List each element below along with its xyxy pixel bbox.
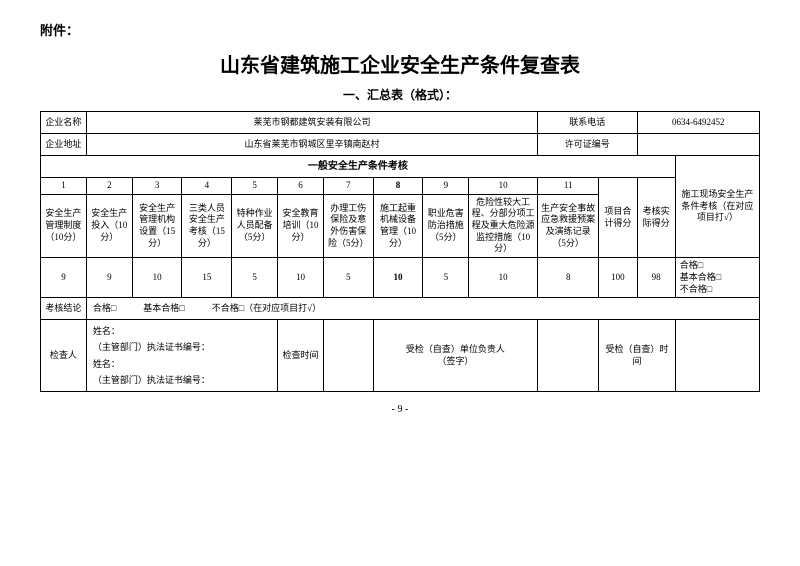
- check-time-value: [323, 320, 373, 392]
- score-4: 15: [182, 258, 232, 298]
- score-1: 9: [41, 258, 87, 298]
- col-11: 生产安全事故应急救援预案及演练记录（5分）: [538, 194, 599, 257]
- insp-line1: 姓名：: [93, 323, 271, 339]
- col-6: 安全教育培训（10分）: [278, 194, 324, 257]
- inspector-label: 检查人: [41, 320, 87, 392]
- site-section-header: 施工现场安全生产条件考核（在对应项目打√）: [675, 156, 759, 258]
- result-label: 考核结论: [41, 298, 87, 320]
- col-num-7: 7: [323, 178, 373, 195]
- score-12: 100: [599, 258, 637, 298]
- permit-value: [637, 134, 759, 156]
- name-label: 企业名称: [41, 112, 87, 134]
- col-7: 办理工伤保险及意外伤害保险（5分）: [323, 194, 373, 257]
- recv-time-label: 受检（自查）时间: [599, 320, 675, 392]
- col-num-3: 3: [132, 178, 182, 195]
- score-2: 9: [86, 258, 132, 298]
- inspector-lines: 姓名： （主管部门）执法证书编号： 姓名： （主管部门）执法证书编号：: [86, 320, 277, 392]
- col-5: 特种作业人员配备（5分）: [232, 194, 278, 257]
- permit-label: 许可证编号: [538, 134, 637, 156]
- score-5: 5: [232, 258, 278, 298]
- unit-value: [538, 320, 599, 392]
- col-9: 职业危害防治措施（5分）: [423, 194, 469, 257]
- col-num-5: 5: [232, 178, 278, 195]
- col-8: 施工起重机械设备管理（10分）: [373, 194, 423, 257]
- page-title: 山东省建筑施工企业安全生产条件复查表: [40, 49, 760, 78]
- insp-line3: 姓名：: [93, 356, 271, 372]
- col-num-2: 2: [86, 178, 132, 195]
- check-time-label: 检查时间: [278, 320, 324, 392]
- main-table: 企业名称 莱芜市钢都建筑安装有限公司 联系电话 0634-6492452 企业地…: [40, 111, 760, 392]
- name-value: 莱芜市钢都建筑安装有限公司: [86, 112, 537, 134]
- subtitle: 一、汇总表（格式）：: [40, 86, 760, 103]
- unit-label: 受检（自查）单位负责人 （签字）: [373, 320, 537, 392]
- col-13: 考核实际得分: [637, 178, 675, 258]
- score-3: 10: [132, 258, 182, 298]
- score-7: 5: [323, 258, 373, 298]
- col-1: 安全生产管理制度（10分）: [41, 194, 87, 257]
- addr-label: 企业地址: [41, 134, 87, 156]
- col-4: 三类人员安全生产考核（15分）: [182, 194, 232, 257]
- col-num-6: 6: [278, 178, 324, 195]
- result-opts: 合格□ 基本合格□ 不合格□（在对应项目打√）: [86, 298, 759, 320]
- col-num-1: 1: [41, 178, 87, 195]
- phone-label: 联系电话: [538, 112, 637, 134]
- col-3: 安全生产管理机构设置（15分）: [132, 194, 182, 257]
- score-11: 8: [538, 258, 599, 298]
- col-num-8: 8: [373, 178, 423, 195]
- score-10: 10: [469, 258, 538, 298]
- phone-value: 0634-6492452: [637, 112, 759, 134]
- col-num-11: 11: [538, 178, 599, 195]
- col-2: 安全生产投入（10分）: [86, 194, 132, 257]
- col-num-4: 4: [182, 178, 232, 195]
- col-num-9: 9: [423, 178, 469, 195]
- page-number: - 9 -: [40, 404, 760, 415]
- score-6: 10: [278, 258, 324, 298]
- score-9: 5: [423, 258, 469, 298]
- score-8: 10: [373, 258, 423, 298]
- col-12: 项目合计得分: [599, 178, 637, 258]
- score-13: 98: [637, 258, 675, 298]
- addr-value: 山东省莱芜市钢城区里辛镇南赵村: [86, 134, 537, 156]
- site-opts: 合格□ 基本合格□ 不合格□: [675, 258, 759, 298]
- col-num-10: 10: [469, 178, 538, 195]
- recv-time-value: [675, 320, 759, 392]
- attachment-label: 附件：: [40, 20, 760, 39]
- col-10: 危险性较大工程、分部分项工程及重大危险源监控措施（10分）: [469, 194, 538, 257]
- insp-line2: （主管部门）执法证书编号：: [93, 339, 271, 355]
- general-section-header: 一般安全生产条件考核: [41, 156, 676, 178]
- insp-line4: （主管部门）执法证书编号：: [93, 372, 271, 388]
